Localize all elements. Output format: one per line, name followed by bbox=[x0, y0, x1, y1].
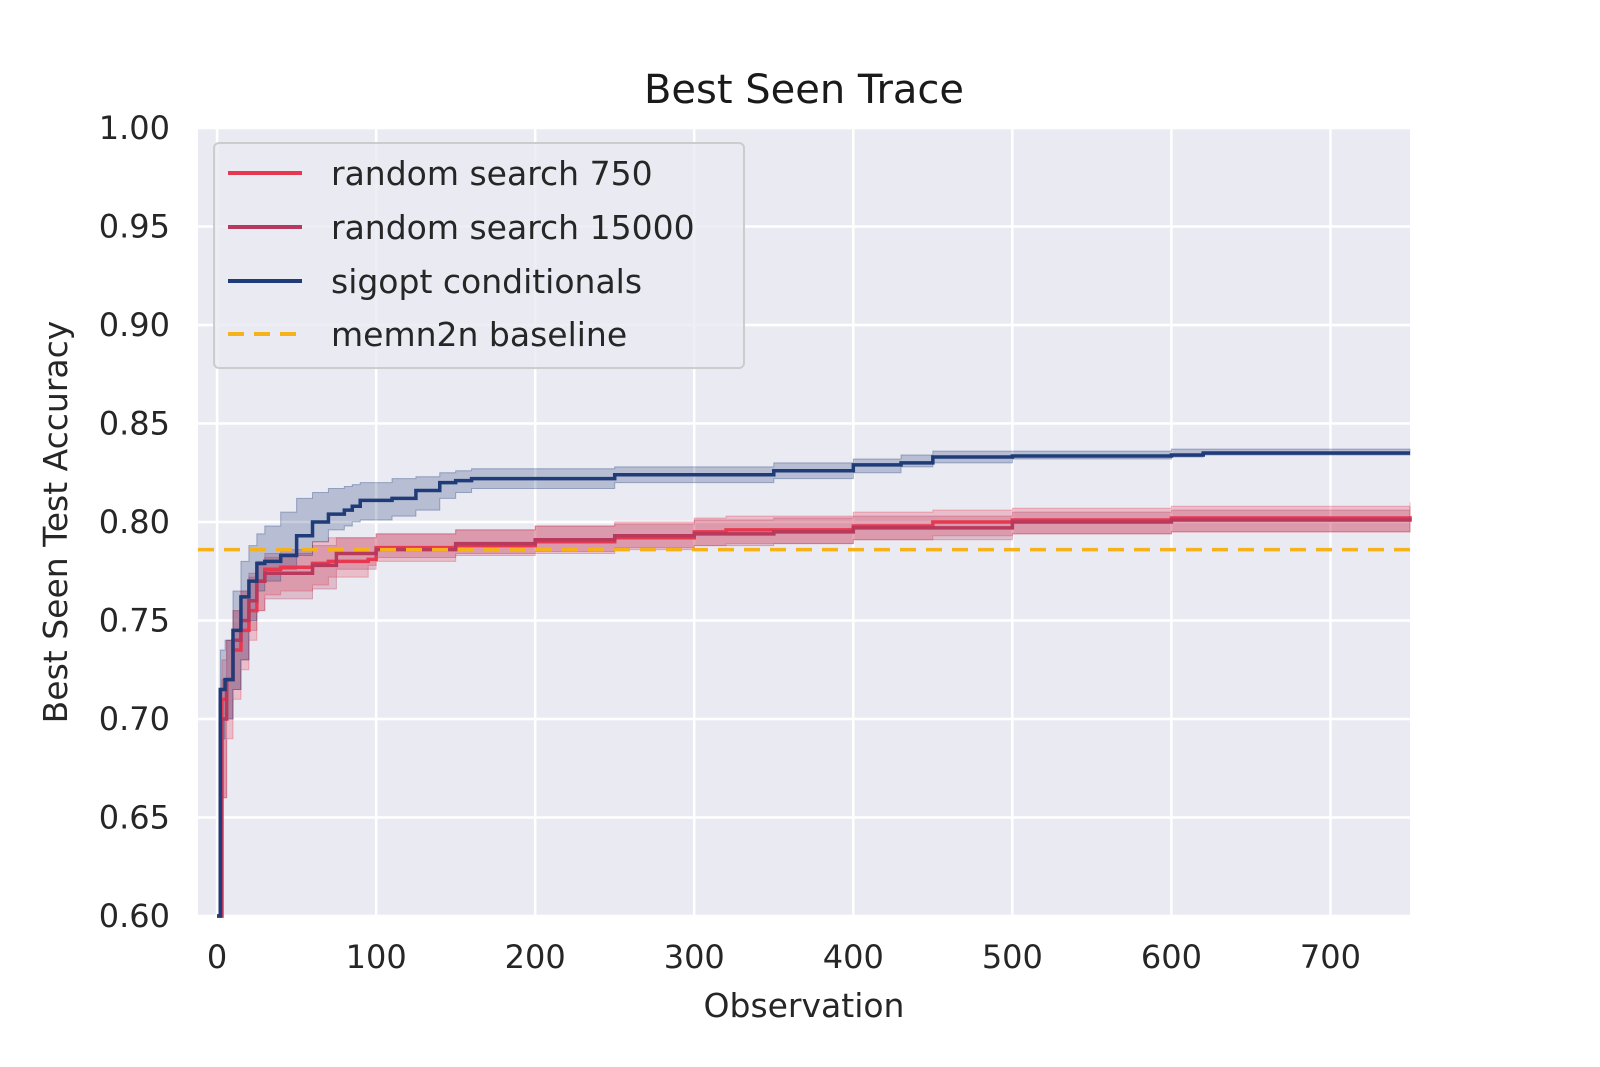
x-tick-label: 500 bbox=[982, 938, 1043, 976]
chart-title: Best Seen Trace bbox=[644, 67, 964, 113]
line-random-search-750 bbox=[217, 516, 1412, 918]
y-tick-label: 0.70 bbox=[99, 700, 170, 738]
x-axis-label: Observation bbox=[704, 986, 905, 1025]
y-axis-ticks: 0.60 0.65 0.70 0.75 0.80 0.85 0.90 0.95 1.00 bbox=[99, 109, 170, 935]
y-tick-label: 0.65 bbox=[99, 799, 170, 837]
legend-label-random-search-15000: random search 15000 bbox=[331, 208, 695, 247]
x-tick-label: 100 bbox=[346, 938, 407, 976]
legend-label-memn2n-baseline: memn2n baseline bbox=[331, 315, 627, 354]
line-random-search-15000 bbox=[217, 518, 1412, 918]
legend-box bbox=[213, 142, 745, 369]
y-tick-label: 0.60 bbox=[99, 897, 170, 935]
x-tick-label: 200 bbox=[505, 938, 566, 976]
legend-label-sigopt-conditionals: sigopt conditionals bbox=[331, 262, 642, 301]
line-sigopt-conditionals bbox=[217, 451, 1410, 918]
y-tick-label: 0.80 bbox=[99, 503, 170, 541]
legend-label-random-search-750: random search 750 bbox=[331, 154, 653, 193]
y-tick-label: 0.75 bbox=[99, 602, 170, 640]
y-tick-label: 1.00 bbox=[99, 109, 170, 147]
x-tick-label: 400 bbox=[823, 938, 884, 976]
series-lines bbox=[198, 451, 1412, 918]
y-axis-label: Best Seen Test Accuracy bbox=[36, 321, 75, 724]
y-tick-label: 0.85 bbox=[99, 405, 170, 443]
x-axis-ticks: 0 100 200 300 400 500 600 700 bbox=[207, 938, 1361, 976]
x-tick-label: 700 bbox=[1300, 938, 1361, 976]
y-tick-label: 0.90 bbox=[99, 306, 170, 344]
x-tick-label: 0 bbox=[207, 938, 227, 976]
band-sigopt-conditionals bbox=[217, 448, 1411, 917]
y-tick-label: 0.95 bbox=[99, 208, 170, 246]
legend: random search 750 random search 15000 sigo… bbox=[213, 142, 745, 369]
x-tick-label: 600 bbox=[1141, 938, 1202, 976]
band-random-search-750 bbox=[217, 502, 1411, 917]
x-tick-label: 300 bbox=[664, 938, 725, 976]
